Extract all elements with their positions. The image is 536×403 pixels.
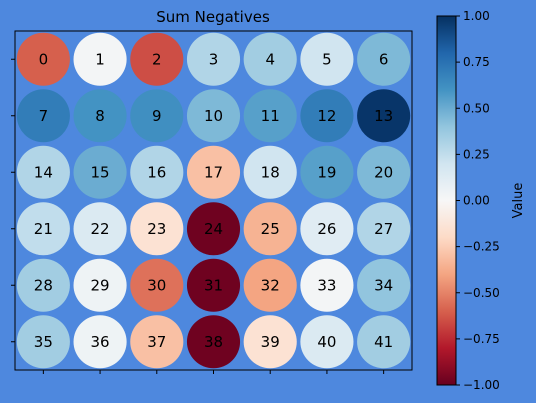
cell-label: 31 (204, 276, 223, 294)
cell-label: 30 (147, 276, 166, 294)
colorbar-tick-label: 0.25 (463, 147, 490, 161)
heatmap-cell (300, 145, 354, 199)
colorbar: 1.00 0.75 0.50 0.25 0.00 −0.25 −0.50 −0.75 −1.00… (436, 9, 526, 392)
colorbar-tick-label: −1.00 (463, 378, 500, 392)
heatmap-cell (73, 202, 127, 256)
cell-label: 19 (317, 163, 336, 181)
heatmap-cell (16, 258, 70, 312)
heatmap-cell (186, 32, 241, 86)
colorbar-tick-label: 1.00 (463, 9, 490, 23)
heatmap-cell (357, 315, 411, 369)
cell-label: 27 (374, 220, 393, 238)
heatmap-cell (243, 89, 297, 143)
heatmap-cell (16, 145, 70, 199)
heatmap-cell (16, 315, 70, 369)
heatmap-cell (186, 315, 241, 369)
cell-label: 20 (374, 163, 393, 181)
colorbar-gradient (436, 15, 457, 386)
cell-label: 26 (317, 220, 336, 238)
heatmap-cell (73, 315, 127, 369)
cell-label: 39 (261, 333, 280, 351)
colorbar-tick-label: 0.50 (463, 101, 490, 115)
heatmap-cell (357, 258, 411, 312)
heatmap-cell (16, 202, 70, 256)
heatmap-cell (357, 202, 411, 256)
colorbar-tick-label: −0.50 (463, 286, 500, 300)
heatmap-cell (130, 258, 184, 312)
heatmap-cell (16, 32, 70, 86)
heatmap-cell (243, 202, 297, 256)
heatmap-cell (243, 258, 297, 312)
cell-label: 21 (34, 220, 53, 238)
cell-label: 0 (39, 50, 49, 68)
cell-label: 38 (204, 333, 223, 351)
cell-label: 6 (379, 50, 389, 68)
heatmap-cell (186, 258, 241, 312)
cell-label: 12 (317, 107, 336, 125)
heatmap-cell (73, 258, 127, 312)
heatmap-cell (243, 315, 297, 369)
heatmap-cell (300, 315, 354, 369)
colorbar-tick-label: −0.75 (463, 332, 500, 346)
heatmap-cell (186, 145, 241, 199)
heatmap-cell (73, 32, 127, 86)
heatmap-cell (300, 258, 354, 312)
cell-label: 16 (147, 163, 166, 181)
cell-label: 7 (39, 107, 49, 125)
heatmap-cell (300, 32, 354, 86)
cell-label: 33 (317, 276, 336, 294)
colorbar-tick-label: 0.00 (463, 194, 490, 208)
cell-label: 23 (147, 220, 166, 238)
heatmap-cell (130, 315, 184, 369)
cell-label: 2 (152, 50, 162, 68)
cell-label: 24 (204, 220, 223, 238)
cell-label: 8 (95, 107, 105, 125)
cell-label: 34 (374, 276, 393, 294)
colorbar-tick-label: −0.25 (463, 240, 500, 254)
cell-label: 25 (261, 220, 280, 238)
heatmap-cell (300, 202, 354, 256)
cell-label: 11 (261, 107, 280, 125)
heatmap-cell (130, 145, 184, 199)
cell-label: 3 (209, 50, 219, 68)
heatmap-cell (186, 202, 241, 256)
heatmap-cell (243, 145, 297, 199)
cell-label: 36 (91, 333, 110, 351)
cell-label: 9 (152, 107, 162, 125)
cell-label: 10 (204, 107, 223, 125)
heatmap-cell (130, 89, 184, 143)
cell-label: 40 (317, 333, 336, 351)
heatmap-cell (73, 145, 127, 199)
colorbar-label: Value (511, 183, 526, 219)
cell-label: 14 (34, 163, 53, 181)
heatmap-cell (186, 89, 241, 143)
heatmap-cell (73, 89, 127, 143)
cell-label: 29 (91, 276, 110, 294)
cell-label: 18 (261, 163, 280, 181)
cell-label: 5 (322, 50, 332, 68)
heatmap-cell (16, 89, 70, 143)
heatmap-cell (130, 202, 184, 256)
cell-label: 22 (91, 220, 110, 238)
heatmap-cell (300, 89, 354, 143)
heatmap-cell (357, 89, 411, 143)
cell-label: 4 (265, 50, 275, 68)
colorbar-tick-label: 0.75 (463, 55, 490, 69)
heatmap-cell (357, 32, 411, 86)
cell-label: 35 (34, 333, 53, 351)
heatmap-cell (357, 145, 411, 199)
cell-label: 1 (95, 50, 105, 68)
heatmap-cell (130, 32, 184, 86)
cell-label: 32 (261, 276, 280, 294)
cell-label: 37 (147, 333, 166, 351)
cell-label: 15 (91, 163, 110, 181)
cell-label: 28 (34, 276, 53, 294)
cell-label: 17 (204, 163, 223, 181)
heatmap-cell (243, 32, 297, 86)
chart-title: Sum Negatives (156, 8, 270, 26)
cell-label: 13 (374, 107, 393, 125)
cell-label: 41 (374, 333, 393, 351)
